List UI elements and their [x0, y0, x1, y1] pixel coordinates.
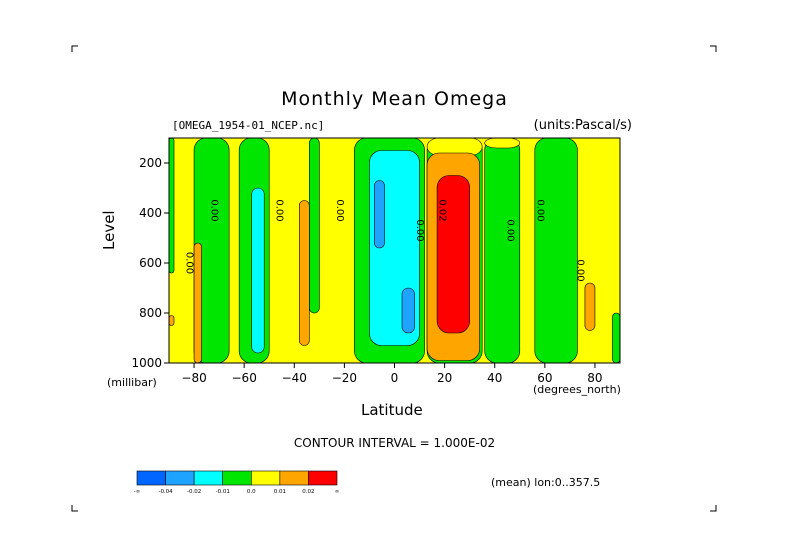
- x-axis-units: (degrees_north): [533, 383, 621, 396]
- contour-label: 0.00: [274, 199, 285, 221]
- contour-label: 0.00: [534, 199, 545, 221]
- x-tick-label: 0: [391, 371, 399, 385]
- colorbar: -∞ -0.04 -0.02 -0.01 0.0 0.01 0.02 ∞: [134, 470, 340, 495]
- contour-region: [374, 180, 385, 249]
- colorbar-label: 0.02: [302, 489, 314, 495]
- contour-region: [251, 187, 265, 354]
- x-tick-label: −40: [282, 371, 307, 385]
- colorbar-label: 0.0: [247, 489, 256, 495]
- y-tick-label: 400: [139, 206, 162, 220]
- colorbar-label: -∞: [134, 489, 141, 495]
- crop-mark-top-left: [71, 45, 78, 52]
- dataset-name: [OMEGA_1954-01_NCEP.nc]: [172, 119, 325, 132]
- contour-label: 0.00: [334, 199, 345, 221]
- x-axis-ticks: −80 −60 −40 −20 0 20 40 60 80: [181, 363, 603, 385]
- contour-interval: CONTOUR INTERVAL = 1.000E-02: [293, 436, 496, 450]
- contour-label: 0.00: [414, 219, 425, 241]
- x-tick-label: 40: [487, 371, 502, 385]
- colorbar-label: 0.01: [274, 489, 286, 495]
- contour-labels: 0.00 0.00 0.00 0.00 0.00 0.02 0.00 0.00 0.00: [184, 199, 586, 281]
- x-tick-label: 20: [437, 371, 452, 385]
- colorbar-swatch: [308, 470, 338, 486]
- y-tick-label: 800: [139, 306, 162, 320]
- contour-label: 0.00: [504, 219, 515, 241]
- y-tick-label: 200: [139, 156, 162, 170]
- y-axis-ticks: 200 400 600 800 1000: [131, 156, 169, 370]
- contour-region: [436, 175, 470, 334]
- colorbar-label: ∞: [335, 489, 340, 495]
- y-tick-label: 1000: [131, 356, 162, 370]
- mean-longitude-note: (mean) lon:0..357.5: [491, 476, 601, 489]
- crop-mark-bottom-left: [71, 505, 78, 512]
- x-tick-label: −60: [232, 371, 257, 385]
- chart-title: Monthly Mean Omega: [281, 88, 508, 110]
- contour-label: 0.00: [209, 199, 220, 221]
- contour-region: [584, 282, 596, 331]
- units-label: (units:Pascal/s): [533, 118, 632, 133]
- x-tick-label: −80: [181, 371, 206, 385]
- y-tick-label: 600: [139, 256, 162, 270]
- contour-region: [401, 287, 415, 334]
- contour-label: 0.02: [437, 199, 448, 221]
- x-tick-label: 60: [537, 371, 552, 385]
- x-axis-label: Latitude: [361, 401, 423, 419]
- y-axis-units: (millibar): [107, 376, 157, 389]
- crop-mark-top-right: [710, 45, 717, 52]
- colorbar-label: -0.02: [187, 489, 201, 495]
- colorbar-label: -0.01: [216, 489, 230, 495]
- contour-label: 0.00: [184, 252, 195, 274]
- contour-label: 0.00: [574, 259, 585, 281]
- contour-region: [298, 200, 310, 346]
- x-tick-label: 80: [587, 371, 602, 385]
- colorbar-label: -0.04: [158, 489, 173, 495]
- crop-mark-bottom-right: [710, 505, 717, 512]
- contour-fill-regions: [168, 137, 621, 364]
- x-tick-label: −20: [332, 371, 357, 385]
